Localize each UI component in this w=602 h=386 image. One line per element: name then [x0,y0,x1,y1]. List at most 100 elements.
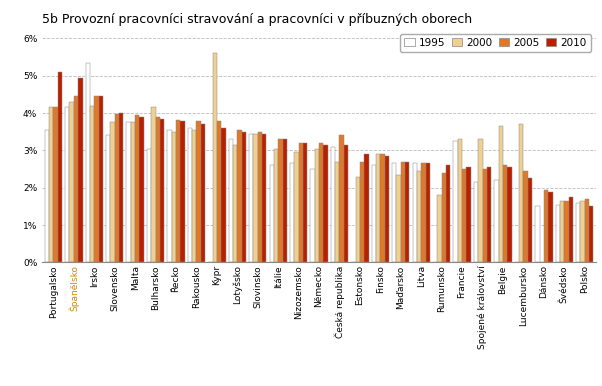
Bar [478,139,483,262]
Bar [344,145,348,262]
Bar [364,154,368,262]
Bar [140,117,144,262]
Bar [65,107,69,262]
Bar [233,145,237,262]
Bar [237,130,241,262]
Bar [126,122,131,262]
Bar [323,145,327,262]
Bar [181,120,185,262]
Bar [119,113,123,262]
Bar [201,124,205,262]
Bar [437,195,442,262]
Legend: 1995, 2000, 2005, 2010: 1995, 2000, 2005, 2010 [400,34,591,52]
Bar [160,119,164,262]
Bar [319,143,323,262]
Bar [192,130,196,262]
Bar [188,128,192,262]
Bar [494,180,498,262]
Bar [151,107,155,262]
Bar [380,154,385,262]
Bar [446,165,450,262]
Bar [556,205,560,262]
Bar [385,156,389,262]
Bar [462,169,467,262]
Bar [548,191,553,262]
Bar [299,143,303,262]
Bar [282,139,287,262]
Bar [78,78,82,262]
Bar [110,122,115,262]
Bar [392,164,397,262]
Bar [442,173,446,262]
Bar [371,165,376,262]
Bar [229,139,233,262]
Bar [576,203,580,262]
Bar [85,63,90,262]
Bar [196,120,201,262]
Bar [90,106,95,262]
Bar [544,190,548,262]
Bar [241,132,246,262]
Bar [397,175,401,262]
Bar [58,72,62,262]
Bar [405,162,409,262]
Bar [221,128,226,262]
Bar [106,135,110,262]
Bar [258,132,262,262]
Bar [503,165,507,262]
Bar [507,167,512,262]
Bar [99,96,103,262]
Bar [528,178,532,262]
Bar [356,176,360,262]
Bar [311,169,315,262]
Bar [560,201,564,262]
Bar [270,165,274,262]
Bar [360,162,364,262]
Bar [303,143,307,262]
Text: 5b Provozní pracovníci stravování a pracovníci v příbuzných oborech: 5b Provozní pracovníci stravování a prac… [42,13,472,25]
Bar [458,139,462,262]
Bar [172,132,176,262]
Bar [580,201,585,262]
Bar [294,152,299,262]
Bar [131,122,135,262]
Bar [421,164,426,262]
Bar [147,149,151,262]
Bar [467,167,471,262]
Bar [115,114,119,262]
Bar [274,149,278,262]
Bar [95,96,99,262]
Bar [262,134,267,262]
Bar [474,182,478,262]
Bar [564,201,569,262]
Bar [569,197,573,262]
Bar [217,120,221,262]
Bar [167,130,172,262]
Bar [213,53,217,262]
Bar [487,167,491,262]
Bar [290,164,294,262]
Bar [376,154,380,262]
Bar [176,120,181,262]
Bar [498,126,503,262]
Bar [417,171,421,262]
Bar [519,124,523,262]
Bar [54,107,58,262]
Bar [155,117,160,262]
Bar [45,130,49,262]
Bar [135,115,140,262]
Bar [340,135,344,262]
Bar [412,164,417,262]
Bar [249,134,253,262]
Bar [315,149,319,262]
Bar [335,162,340,262]
Bar [585,199,589,262]
Bar [253,134,258,262]
Bar [426,164,430,262]
Bar [483,169,487,262]
Bar [331,147,335,262]
Bar [589,207,594,262]
Bar [74,96,78,262]
Bar [69,102,74,262]
Bar [49,107,54,262]
